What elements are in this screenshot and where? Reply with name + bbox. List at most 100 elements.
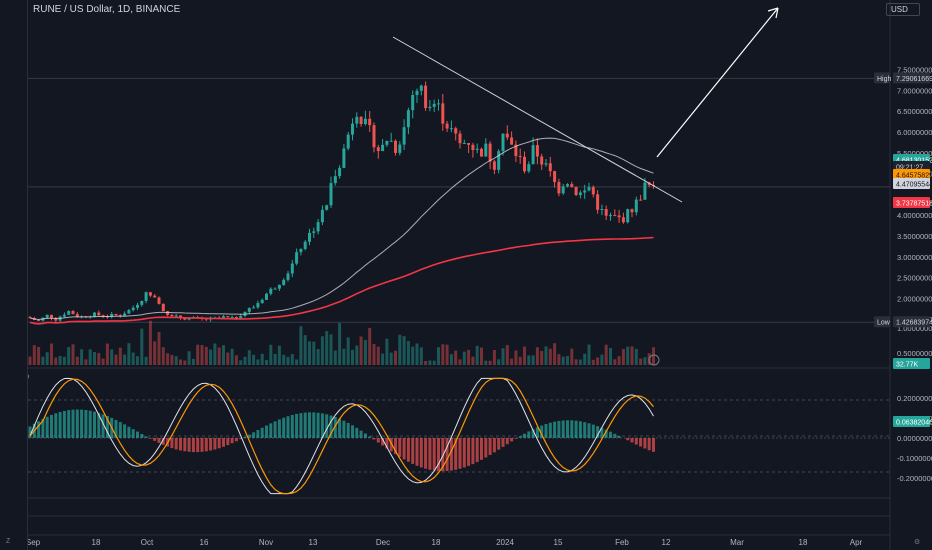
histogram-bar xyxy=(394,438,397,455)
histogram-bar xyxy=(105,416,109,438)
candle-body xyxy=(488,143,492,162)
volume-bar xyxy=(540,350,544,365)
time-tick-label: 16 xyxy=(200,538,209,547)
candle-body xyxy=(643,182,647,200)
candle-body xyxy=(256,303,260,308)
volume-bar xyxy=(325,331,329,365)
candle-body xyxy=(389,140,393,142)
left-toolbar[interactable] xyxy=(0,0,28,550)
histogram-bar xyxy=(617,435,621,438)
hist-value: 0.06382046 xyxy=(896,420,932,427)
currency-button[interactable]: USD xyxy=(886,3,920,16)
candle-body xyxy=(609,215,612,217)
candle-body xyxy=(153,295,157,298)
candle-body xyxy=(170,315,174,317)
candle-body xyxy=(140,300,144,305)
price-tick-label: 7.50000000 xyxy=(897,66,932,75)
histogram-bar xyxy=(462,438,466,468)
candle-body xyxy=(50,314,53,319)
candle-body xyxy=(540,156,544,165)
volume-bar xyxy=(148,320,152,365)
volume-bar xyxy=(256,359,260,365)
volume-bar xyxy=(346,337,350,365)
histogram-bar xyxy=(196,438,200,453)
candle-body xyxy=(282,279,286,285)
time-tick-label: Sep xyxy=(26,538,41,547)
volume-bar xyxy=(247,350,251,365)
histogram-bar xyxy=(191,438,195,453)
candle-body xyxy=(75,314,79,317)
histogram-bar xyxy=(204,438,208,452)
candle-body xyxy=(613,215,617,217)
volume-bar xyxy=(621,349,625,365)
volume-bar xyxy=(131,352,135,365)
candle-body xyxy=(320,209,324,223)
histogram-bar xyxy=(28,426,32,438)
histogram-bar xyxy=(484,438,488,458)
settings-gear-icon[interactable]: ⚙ xyxy=(914,539,921,546)
candle-body xyxy=(523,156,526,172)
volume-bar xyxy=(394,350,397,365)
ma2-value-bg xyxy=(893,178,930,189)
volume-bar xyxy=(67,347,71,365)
volume-bar xyxy=(432,360,436,365)
volume-bar xyxy=(88,349,92,365)
time-tick-label: 18 xyxy=(92,538,101,547)
volume-bar xyxy=(424,360,428,365)
histogram-bar xyxy=(295,413,299,438)
volume-bar xyxy=(114,354,118,365)
histogram-bar xyxy=(578,421,582,438)
histogram-bar xyxy=(239,438,243,440)
volume-bar xyxy=(531,355,535,365)
volume-bar xyxy=(269,344,273,365)
histogram-bar xyxy=(101,414,105,438)
trendline-drawings[interactable] xyxy=(392,7,779,366)
histogram-bar xyxy=(325,414,329,438)
histogram-bar xyxy=(402,438,406,460)
volume-bar xyxy=(191,358,195,365)
volume-bar xyxy=(252,354,256,365)
candle-body xyxy=(557,182,561,194)
candle-body xyxy=(484,143,488,157)
time-tick-label: 18 xyxy=(799,538,808,547)
volume-bar xyxy=(518,356,522,365)
histogram-bar xyxy=(566,420,569,438)
candle-body xyxy=(247,308,251,312)
histogram-bar xyxy=(41,418,45,438)
histogram-bar xyxy=(50,414,53,438)
volume-bar xyxy=(359,336,363,365)
volume-bar xyxy=(402,336,406,365)
histogram-bar xyxy=(510,438,514,442)
volume-bar xyxy=(368,327,372,365)
low-value-bg xyxy=(893,316,930,328)
volume-bar xyxy=(243,356,247,365)
candle-body xyxy=(437,103,440,105)
histogram-bar xyxy=(475,438,479,463)
candle-body xyxy=(406,110,410,128)
candle-body xyxy=(505,133,509,138)
candle-body xyxy=(123,313,127,317)
histogram-bar xyxy=(587,423,591,438)
volume-bar xyxy=(514,350,518,365)
volume-bar xyxy=(144,356,148,365)
histogram-bar xyxy=(643,438,647,449)
histogram-bar xyxy=(123,424,127,438)
histogram-bar xyxy=(480,438,483,460)
histogram-bar xyxy=(179,438,182,451)
volume-bar xyxy=(295,359,299,365)
volume-bar xyxy=(80,349,84,365)
candle-body xyxy=(127,310,131,314)
volume-bar xyxy=(118,347,122,365)
histogram-bar xyxy=(200,438,204,452)
candle-body xyxy=(372,125,376,148)
candle-body xyxy=(518,156,522,158)
histogram-bar xyxy=(136,431,139,438)
candle-body xyxy=(574,186,578,196)
z-icon[interactable]: Z xyxy=(6,538,11,545)
volume-bars xyxy=(28,320,655,365)
candle-body xyxy=(398,144,402,153)
